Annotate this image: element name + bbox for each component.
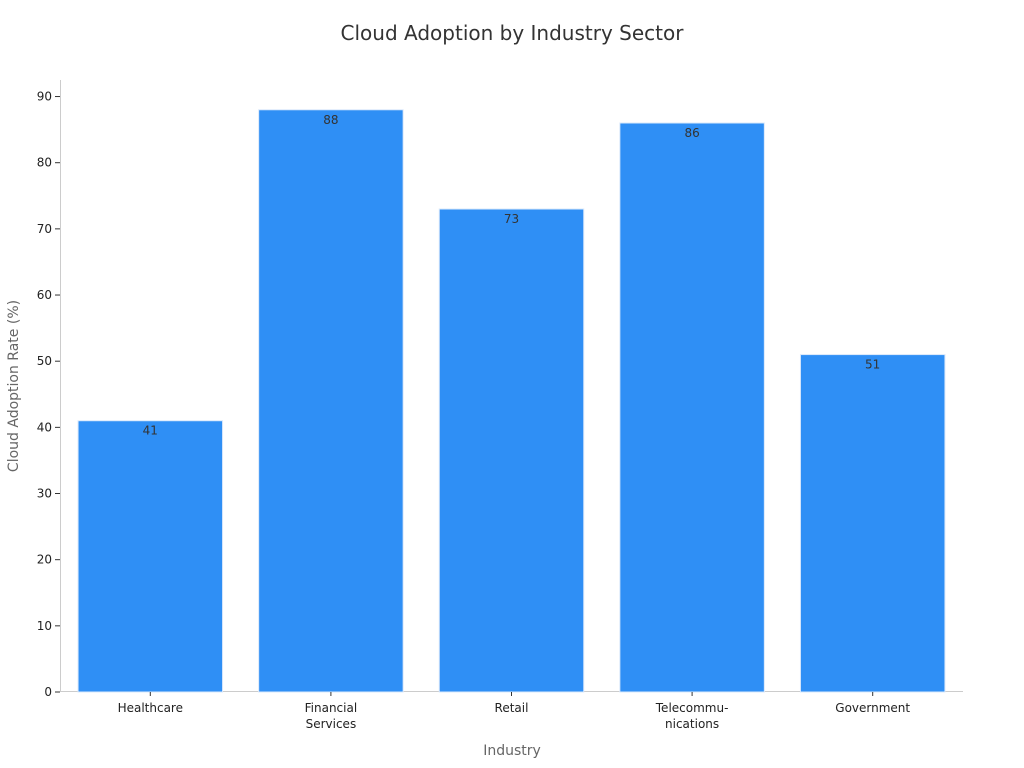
x-ticks: Healthcare Financial Services Retail Telecom… xyxy=(118,692,910,731)
x-tick-label: Government xyxy=(835,701,910,715)
x-axis-title: Industry xyxy=(483,743,541,759)
y-tick-label: 50 xyxy=(37,354,52,368)
bars xyxy=(77,109,946,693)
bar-value-label: 41 xyxy=(143,424,158,438)
y-tick-label: 0 xyxy=(44,685,52,699)
y-tick-label: 80 xyxy=(37,156,52,170)
y-tick-label: 40 xyxy=(37,420,52,434)
bar xyxy=(799,354,946,693)
data-labels: 41 88 73 86 51 xyxy=(143,113,881,438)
x-tick-label: Retail xyxy=(495,701,529,715)
bar-value-label: 88 xyxy=(323,113,338,127)
bar xyxy=(438,208,585,693)
y-tick-label: 20 xyxy=(37,553,52,567)
bar-value-label: 51 xyxy=(865,358,880,372)
y-tick-label: 70 xyxy=(37,222,52,236)
y-ticks: 0 10 20 30 40 50 60 70 80 90 xyxy=(37,90,60,699)
bar-value-label: 86 xyxy=(684,126,699,140)
y-axis-title: Cloud Adoption Rate (%) xyxy=(6,300,22,472)
bar xyxy=(258,109,404,693)
x-tick-label: Healthcare xyxy=(118,701,183,715)
x-tick-label: Telecommu-nications xyxy=(655,701,729,731)
bar xyxy=(619,122,765,693)
y-tick-label: 60 xyxy=(37,288,52,302)
y-tick-label: 90 xyxy=(37,90,52,104)
chart-title: Cloud Adoption by Industry Sector xyxy=(341,21,685,45)
y-tick-label: 10 xyxy=(37,619,52,633)
bar xyxy=(77,420,224,693)
y-tick-label: 30 xyxy=(37,487,52,501)
x-tick-label: Financial Services xyxy=(305,701,358,731)
bar-value-label: 73 xyxy=(504,212,519,226)
